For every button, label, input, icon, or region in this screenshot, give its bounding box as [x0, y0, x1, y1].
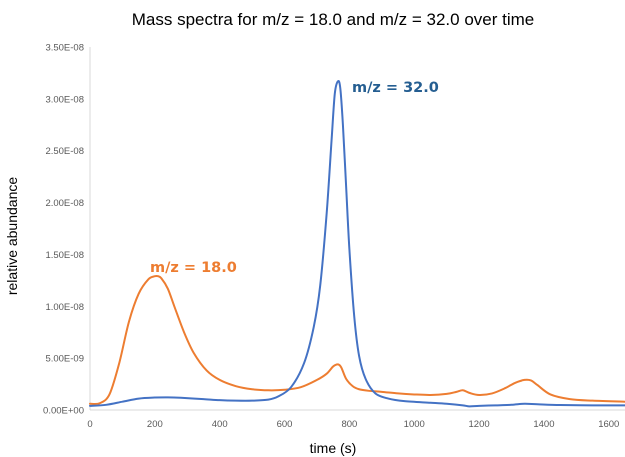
series-line-mz32: [89, 80, 625, 408]
annotation-mz18: m/z = 18.0: [150, 260, 237, 276]
plot-area: [89, 47, 625, 411]
x-tick-label: 800: [341, 419, 357, 430]
x-tick-label: 1200: [469, 419, 490, 430]
x-tick-label: 1600: [598, 419, 619, 430]
x-axis-title: time (s): [310, 440, 357, 456]
x-tick-label: 400: [212, 419, 228, 430]
x-tick-label: 600: [277, 419, 293, 430]
series-layer: [89, 80, 625, 408]
x-tick-label: 200: [147, 419, 163, 430]
annotation-mz32: m/z = 32.0: [352, 80, 439, 96]
x-tick-label: 0: [87, 419, 92, 430]
y-tick-label: 5.00E-09: [45, 354, 84, 365]
y-tick-label: 2.50E-08: [45, 146, 84, 157]
y-axis-title: relative abundance: [4, 177, 20, 296]
chart-title: Mass spectra for m/z = 18.0 and m/z = 32…: [132, 10, 535, 29]
y-tick-label: 3.50E-08: [45, 43, 84, 54]
x-tick-label: 1400: [533, 419, 554, 430]
y-tick-label: 2.00E-08: [45, 198, 84, 209]
series-line-mz18: [89, 274, 625, 406]
y-tick-label: 1.50E-08: [45, 250, 84, 261]
y-tick-label: 1.00E-08: [45, 302, 84, 313]
y-tick-label: 0.00E+00: [43, 406, 84, 417]
x-axis-ticks: 0 200 400 600 800 1000 1200 1400 1600: [87, 419, 619, 430]
y-axis-ticks: 0.00E+00 5.00E-09 1.00E-08 1.50E-08 2.00E-08…: [43, 43, 84, 417]
y-tick-label: 3.00E-08: [45, 94, 84, 105]
x-tick-label: 1000: [404, 419, 425, 430]
